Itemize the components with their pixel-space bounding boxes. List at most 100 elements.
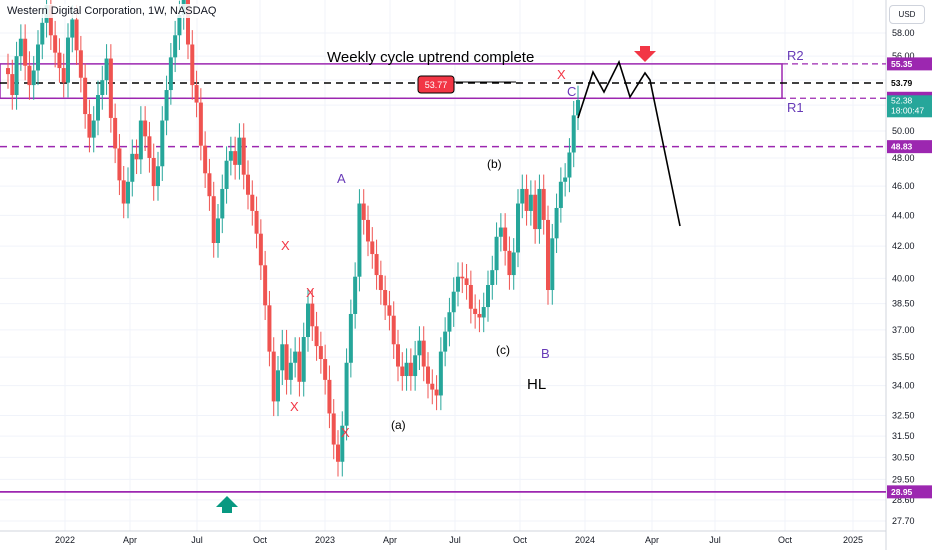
candle-body	[460, 276, 465, 279]
y-tick-label: 31.50	[892, 431, 915, 441]
candle-body	[48, 5, 53, 36]
y-tick-label: 38.50	[892, 299, 915, 309]
candle-body	[297, 351, 302, 382]
candle-body	[318, 346, 323, 360]
candle-body	[524, 188, 529, 211]
candle-body	[130, 153, 135, 182]
symbol-title: Western Digital Corporation, 1W, NASDAQ	[4, 4, 220, 18]
candle-body	[288, 362, 293, 380]
x-tick-label: Jul	[709, 535, 721, 545]
candle-body	[18, 38, 23, 57]
x-tick-label: Apr	[645, 535, 659, 545]
y-tick-label: 30.50	[892, 452, 915, 462]
candle-body	[190, 44, 195, 86]
candle-body	[164, 90, 169, 121]
candle-body	[314, 326, 319, 347]
candle-body	[258, 233, 263, 266]
candle-body	[520, 188, 525, 204]
candle-body	[494, 236, 499, 271]
candle-body	[156, 166, 160, 187]
candle-body	[413, 355, 418, 377]
candle-body	[366, 219, 370, 242]
candle-body	[36, 44, 40, 71]
candle-body	[78, 50, 83, 78]
y-tick-label: 56.00	[892, 51, 915, 61]
candle-body	[327, 379, 332, 414]
candle-body	[87, 114, 92, 138]
price-label-text: 53.77	[425, 80, 448, 90]
y-tick-label: 37.00	[892, 325, 915, 335]
candle-body	[554, 207, 559, 239]
candle-body	[541, 188, 546, 220]
candle-body	[374, 254, 379, 276]
candle-body	[263, 265, 268, 306]
candle-body	[567, 152, 572, 178]
candle-body	[138, 120, 143, 160]
candle-body	[438, 351, 443, 396]
candle-body	[147, 136, 152, 158]
countdown-tag: 18:00:47	[891, 105, 924, 115]
candle-body	[177, 15, 182, 36]
candle-body	[490, 270, 495, 285]
candle-body	[408, 362, 413, 377]
candle-body	[293, 351, 298, 363]
candle-body	[40, 22, 45, 45]
candle-body	[301, 337, 306, 382]
y-tick-label: 35.50	[892, 352, 915, 362]
candle-body	[91, 120, 96, 138]
r2-label: R2	[787, 48, 804, 63]
r1-label: R1	[787, 100, 804, 115]
x-tick-label: 2024	[575, 535, 595, 545]
candle-body	[6, 68, 10, 75]
candle-body	[233, 151, 238, 165]
sub-wave-c-label: (c)	[496, 343, 510, 357]
y-tick-label: 58.00	[892, 28, 915, 38]
candle-body	[134, 153, 139, 160]
candle-body	[23, 38, 28, 66]
candle-body	[456, 276, 460, 292]
candle-body	[168, 57, 173, 91]
candle-body	[533, 194, 538, 230]
headline-annotation: Weekly cycle uptrend complete	[327, 49, 534, 66]
candle-body	[477, 313, 482, 318]
down-arrow-icon	[634, 46, 656, 62]
x-marker: X	[281, 238, 290, 253]
candle-body	[340, 425, 345, 462]
candle-body	[14, 56, 19, 96]
sub-wave-a-label: (a)	[391, 418, 406, 432]
candle-body	[216, 218, 220, 244]
candle-body	[434, 389, 439, 396]
candle-body	[378, 275, 383, 291]
candle-body	[96, 95, 100, 121]
x-tick-label: 2022	[55, 535, 75, 545]
y-tick-label: 46.00	[892, 181, 915, 191]
candle-body	[468, 284, 473, 309]
currency-button[interactable]: USD	[889, 5, 925, 24]
x-marker: X	[290, 399, 299, 414]
candle-body	[447, 312, 452, 332]
candle-body	[306, 303, 310, 338]
candle-body	[224, 160, 229, 189]
candle-body	[143, 120, 148, 137]
candle-body	[220, 188, 225, 219]
candle-body	[348, 313, 353, 363]
candle-body	[57, 52, 62, 69]
x-tick-label: 2023	[315, 535, 335, 545]
candle-body	[576, 100, 580, 116]
low-price-tag-bg	[887, 485, 932, 499]
x-tick-label: Oct	[778, 535, 793, 545]
candle-body	[507, 250, 512, 276]
x-tick-label: 2025	[843, 535, 863, 545]
x-marker: X	[557, 67, 566, 82]
r2-price-tag-bg	[887, 57, 932, 71]
r2-price-tag: 55.35	[891, 59, 913, 69]
candle-body	[284, 344, 289, 380]
candle-body	[246, 174, 250, 195]
up-arrow-icon	[216, 496, 238, 513]
candle-body	[267, 305, 272, 352]
low-price-tag: 28.95	[891, 487, 913, 497]
candle-body	[473, 308, 478, 314]
projection-path	[577, 59, 681, 227]
